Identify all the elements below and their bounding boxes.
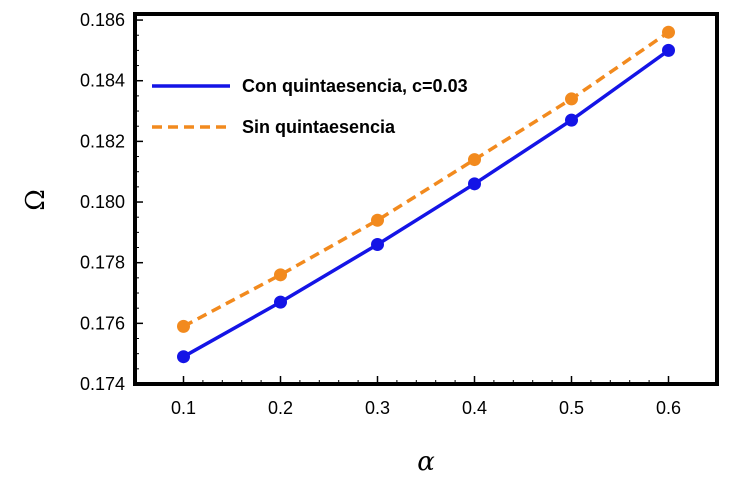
x-axis-ticks: 0.1 0.2 0.3 0.4 0.5 0.6 [171,376,681,418]
x-tick-label: 0.5 [559,398,584,418]
data-point [274,268,287,282]
series-0 [177,43,675,364]
data-point [371,213,384,227]
data-point [468,177,481,191]
data-point [177,319,190,333]
x-tick-label: 0.6 [656,398,681,418]
x-tick-label: 0.3 [365,398,390,418]
data-point [274,295,287,309]
y-tick-label: 0.184 [80,71,125,91]
x-axis-title: α [417,447,435,477]
series-line [182,48,670,359]
plot-frame [133,12,719,386]
legend-label: Con quintaesencia, c=0.03 [242,76,468,96]
y-tick-label: 0.186 [80,10,125,30]
series-layer [177,25,675,364]
y-tick-label: 0.180 [80,192,125,212]
data-point [565,92,578,106]
y-tick-label: 0.178 [80,253,125,273]
data-point [371,237,384,251]
series-line [182,30,670,328]
data-point [565,113,578,127]
data-point [468,153,481,167]
y-tick-label: 0.176 [80,313,125,333]
y-tick-label: 0.174 [80,374,125,394]
data-point [662,43,675,57]
x-tick-label: 0.1 [171,398,196,418]
y-tick-label: 0.182 [80,131,125,151]
series-1 [177,25,675,333]
data-point [177,350,190,364]
legend: Con quintaesencia, c=0.03 Sin quintaesenc… [152,76,468,137]
y-axis-title: Ω [21,189,51,211]
x-tick-label: 0.2 [268,398,293,418]
legend-label: Sin quintaesencia [242,117,396,137]
x-tick-label: 0.4 [462,398,487,418]
data-point [662,25,675,39]
